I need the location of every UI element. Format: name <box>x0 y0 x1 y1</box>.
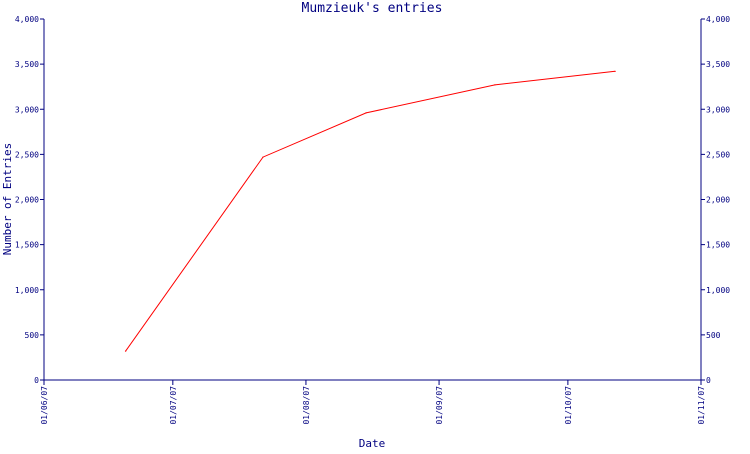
y-tick-label-left: 0 <box>34 376 39 385</box>
x-axis-label: Date <box>359 437 386 450</box>
data-point <box>124 350 127 352</box>
y-tick-label-left: 3,500 <box>15 60 39 69</box>
ticks: 0 0 500 500 1,000 1,000 1,500 1,500 2,000 2,000 2,… <box>15 15 730 425</box>
x-tick-label: 01/08/07 <box>302 386 311 425</box>
y-tick-label-right: 4,000 <box>706 15 730 24</box>
data-point <box>494 84 496 86</box>
data-point <box>262 156 264 158</box>
x-tick-label: 01/11/07 <box>697 386 706 425</box>
y-tick-label-right: 3,500 <box>706 60 730 69</box>
x-tick-label: 01/10/07 <box>564 386 573 425</box>
y-tick-label-right: 1,500 <box>706 241 730 250</box>
x-tick-label: 01/09/07 <box>435 386 444 425</box>
y-tick-label-right: 2,000 <box>706 196 730 205</box>
y-tick-label-left: 500 <box>25 331 40 340</box>
y-tick-label-left: 2,000 <box>15 196 39 205</box>
y-tick-label-right: 500 <box>706 331 721 340</box>
series-line <box>125 70 616 352</box>
y-tick-label-left: 1,500 <box>15 241 39 250</box>
chart-title: Mumzieuk's entries <box>302 1 443 16</box>
y-tick-label-left: 1,000 <box>15 286 39 295</box>
y-tick-label-right: 3,000 <box>706 105 730 114</box>
y-tick-label-right: 0 <box>706 376 711 385</box>
x-tick-label: 01/06/07 <box>40 386 49 425</box>
data-point <box>614 70 616 72</box>
data-point <box>365 112 367 114</box>
y-tick-label-right: 2,500 <box>706 150 730 159</box>
y-tick-label-left: 2,500 <box>15 150 39 159</box>
y-tick-label-left: 4,000 <box>15 15 39 24</box>
y-tick-label-right: 1,000 <box>706 286 730 295</box>
series-layer <box>124 70 616 352</box>
y-axis-label: Number of Entries <box>1 143 14 256</box>
y-tick-label-left: 3,000 <box>15 105 39 114</box>
x-tick-label: 01/07/07 <box>169 386 178 425</box>
